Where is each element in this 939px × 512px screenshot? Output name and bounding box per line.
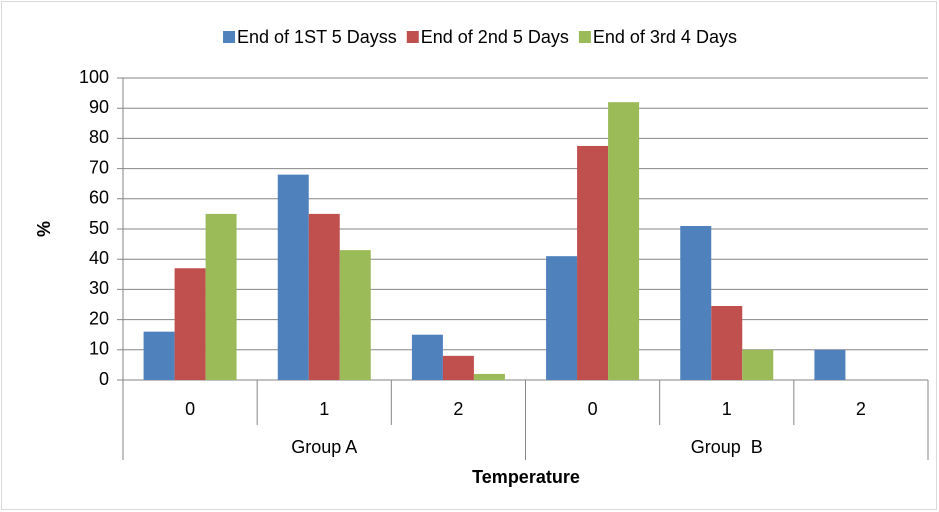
y-tick-label: 40 — [89, 248, 109, 268]
y-tick-label: 30 — [89, 278, 109, 298]
bar — [680, 225, 712, 380]
y-tick-label: 10 — [89, 339, 109, 359]
legend-swatch — [223, 31, 236, 43]
group-label: Group A — [291, 437, 357, 457]
bar — [608, 102, 640, 380]
legend-swatch — [578, 31, 591, 43]
bar — [308, 213, 340, 380]
bar — [442, 355, 474, 380]
legend-swatch — [406, 31, 419, 43]
y-tick-label: 90 — [89, 97, 109, 117]
bar — [277, 174, 309, 380]
y-axis-title: % — [34, 221, 54, 237]
y-tick-label: 20 — [89, 308, 109, 328]
x-tick-label: 1 — [319, 399, 329, 419]
x-tick-label: 0 — [588, 399, 598, 419]
bar — [205, 213, 237, 380]
bar — [143, 331, 175, 380]
bar — [411, 334, 443, 380]
x-tick-label: 2 — [856, 399, 866, 419]
x-axis-title: Temperature — [472, 467, 580, 487]
bar — [711, 306, 743, 380]
y-tick-label: 50 — [89, 218, 109, 238]
y-tick-label: 0 — [99, 369, 109, 389]
legend-label: End of 2nd 5 Days — [421, 27, 569, 47]
legend-label: End of 1ST 5 Dayss — [237, 27, 397, 47]
group-label: Group B — [691, 437, 763, 457]
bar — [339, 250, 371, 380]
x-tick-label: 2 — [453, 399, 463, 419]
bar — [174, 268, 206, 380]
bar — [814, 349, 846, 380]
y-tick-label: 80 — [89, 127, 109, 147]
bar — [473, 373, 505, 380]
bar — [742, 349, 774, 380]
bar — [546, 256, 578, 380]
y-tick-label: 60 — [89, 188, 109, 208]
legend-label: End of 3rd 4 Days — [593, 27, 737, 47]
y-tick-label: 100 — [79, 67, 109, 87]
y-tick-label: 70 — [89, 157, 109, 177]
x-tick-label: 1 — [722, 399, 732, 419]
bar — [577, 145, 609, 380]
x-tick-label: 0 — [185, 399, 195, 419]
